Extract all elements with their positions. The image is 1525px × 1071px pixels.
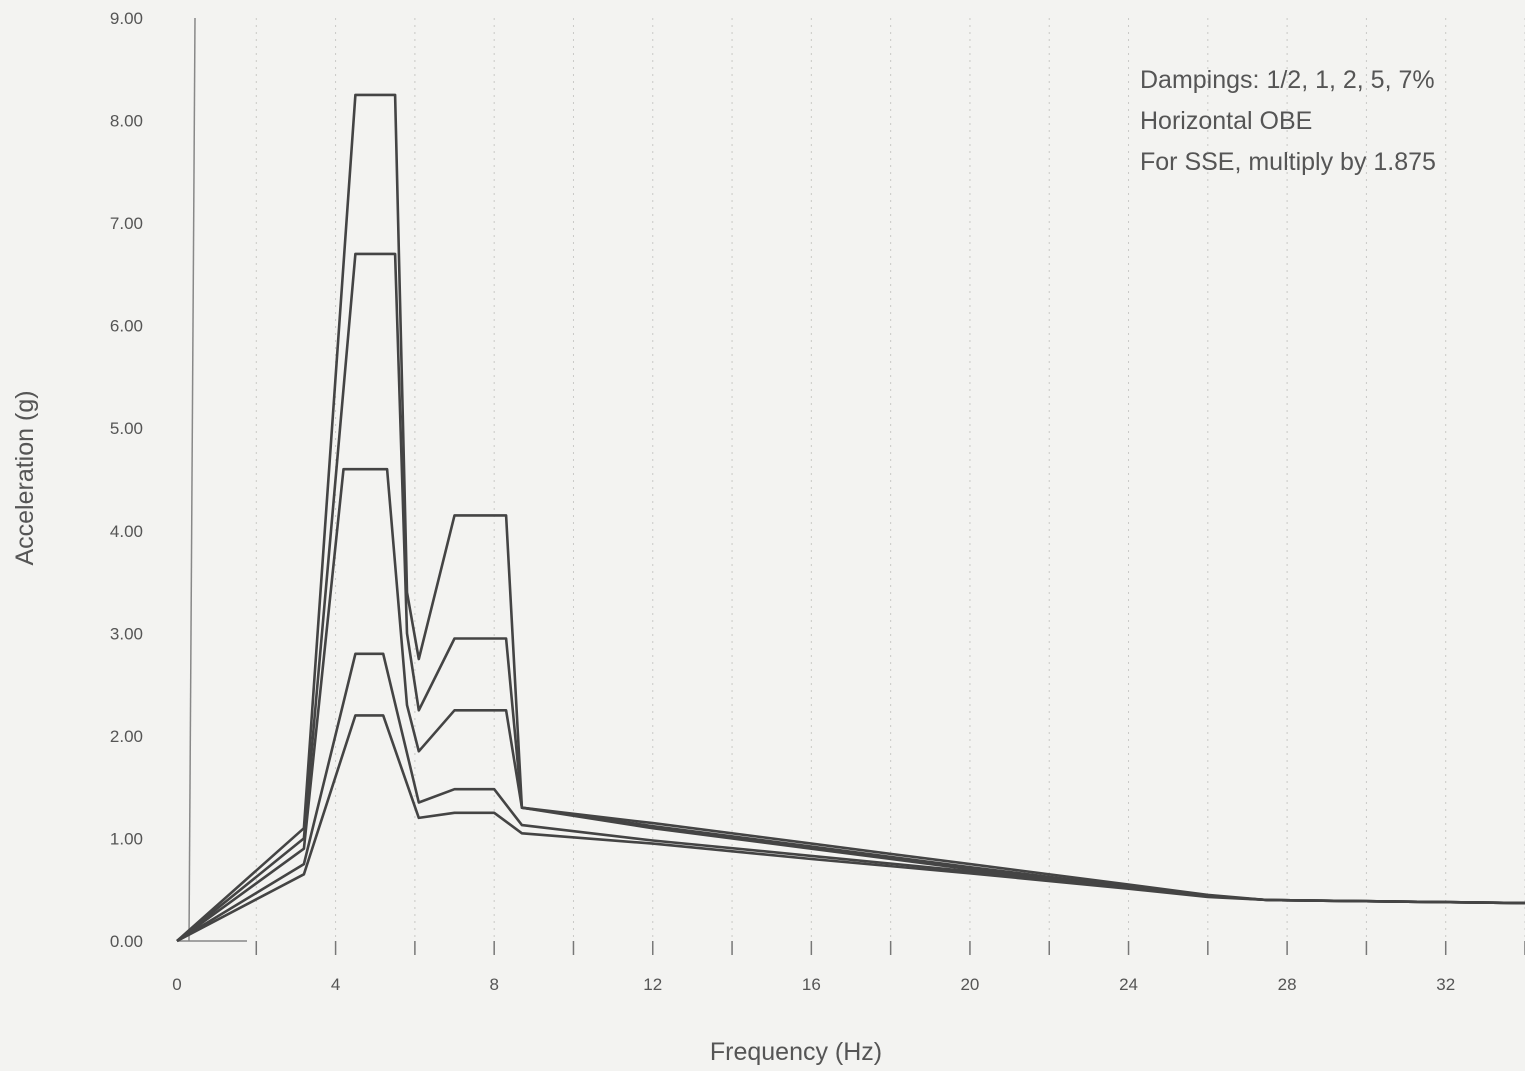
y-tick-label: 9.00 bbox=[110, 9, 143, 28]
series-line-2 bbox=[176, 252, 1525, 943]
axes bbox=[177, 17, 1525, 955]
y-tick-label: 4.00 bbox=[110, 522, 143, 541]
x-axis-tick-labels: 0 4 8 12 16 20 24 28 32 bbox=[172, 975, 1455, 994]
series-lines bbox=[176, 93, 1525, 943]
y-tick-label: 7.00 bbox=[110, 214, 143, 233]
x-tick-label: 20 bbox=[960, 975, 979, 994]
x-tick-label: 12 bbox=[643, 975, 662, 994]
y-tick-label: 5.00 bbox=[110, 419, 143, 438]
series-line-4 bbox=[176, 652, 1525, 943]
x-tick-label: 16 bbox=[802, 975, 821, 994]
series-line-1 bbox=[176, 93, 1525, 942]
annotation-sse-multiplier: For SSE, multiply by 1.875 bbox=[1140, 148, 1436, 176]
y-tick-label: 0.00 bbox=[110, 932, 143, 951]
y-tick-label: 1.00 bbox=[110, 829, 143, 848]
y-tick-label: 8.00 bbox=[110, 112, 143, 131]
x-tick-label: 24 bbox=[1119, 975, 1138, 994]
series-line-3 bbox=[176, 467, 1525, 943]
series-line-5 bbox=[176, 714, 1525, 943]
y-axis-title: Acceleration (g) bbox=[11, 390, 39, 565]
y-axis-tick-labels: 0.00 1.00 2.00 3.00 4.00 5.00 6.00 7.00 8.00 9.00 bbox=[110, 9, 143, 951]
y-tick-label: 6.00 bbox=[110, 317, 143, 336]
x-tick-label: 32 bbox=[1436, 975, 1455, 994]
x-tick-label: 0 bbox=[172, 975, 181, 994]
annotation-horizontal-obe: Horizontal OBE bbox=[1140, 107, 1312, 135]
y-axis-line bbox=[188, 17, 196, 942]
y-tick-label: 3.00 bbox=[110, 624, 143, 643]
x-axis-title: Frequency (Hz) bbox=[710, 1038, 882, 1066]
y-tick-label: 2.00 bbox=[110, 727, 143, 746]
annotation-dampings: Dampings: 1/2, 1, 2, 5, 7% bbox=[1140, 66, 1435, 94]
x-tick-label: 28 bbox=[1278, 975, 1297, 994]
x-tick-label: 4 bbox=[331, 975, 340, 994]
x-tick-label: 8 bbox=[489, 975, 498, 994]
